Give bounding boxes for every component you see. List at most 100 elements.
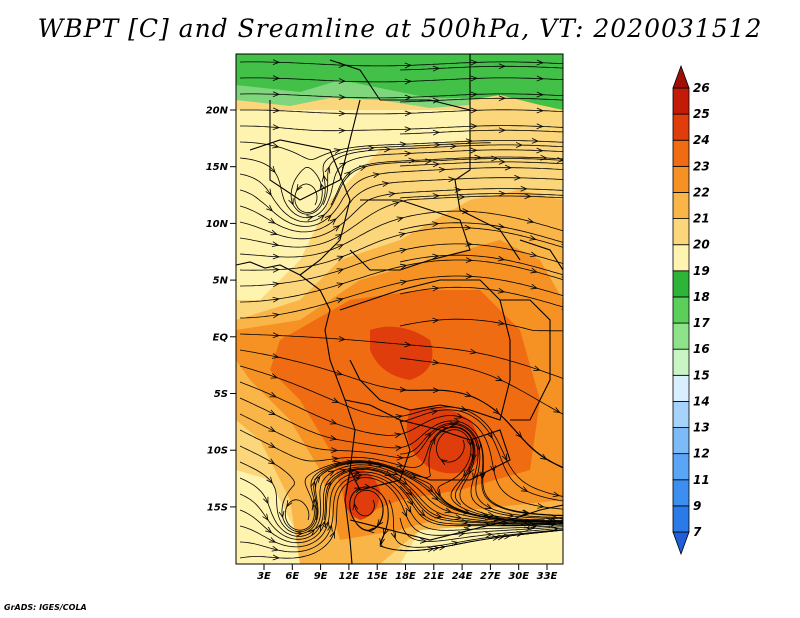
- streamline-arrow: [419, 538, 428, 544]
- streamline-15: [240, 259, 563, 303]
- streamline-28: [239, 468, 563, 544]
- colorbar-segment: [672, 479, 690, 507]
- streamline-arrow: [504, 164, 513, 171]
- streamline-arrow: [331, 456, 340, 462]
- streamline-arrow: [465, 273, 474, 280]
- wbpt-shading: [236, 54, 563, 564]
- streamline-arrow: [335, 369, 343, 376]
- streamline-arrow: [432, 97, 441, 104]
- streamline-arrow: [270, 229, 278, 236]
- coast-west-africa: [236, 261, 356, 564]
- streamline-49: [322, 144, 563, 206]
- streamline-arrow: [536, 123, 544, 130]
- streamline-12: [239, 210, 563, 258]
- colorbar-label: 14: [693, 394, 710, 408]
- streamline-59: [323, 467, 563, 525]
- streamline-arrow: [520, 486, 529, 492]
- streamline-arrow: [501, 453, 508, 462]
- streamline-26: [239, 464, 563, 537]
- streamline-arrow: [272, 59, 281, 65]
- streamline-arrow: [335, 233, 343, 240]
- streamline-arrow: [485, 514, 493, 521]
- streamline-arrow: [272, 253, 280, 260]
- streamline-arrow: [308, 528, 316, 536]
- lon-label: 18E: [395, 571, 416, 582]
- streamline-14: [240, 243, 563, 287]
- streamline-arrow: [268, 426, 276, 432]
- streamline-arrow: [336, 255, 345, 262]
- streamline-arrow: [449, 421, 457, 428]
- streamline-50: [330, 156, 563, 206]
- border-zambia: [399, 419, 511, 481]
- streamline-arrow: [396, 216, 405, 223]
- colorbar-segment: [672, 296, 690, 324]
- streamline-arrow: [404, 62, 412, 69]
- streamline-arrow: [394, 432, 402, 439]
- streamline-arrow: [338, 94, 346, 100]
- streamline-arrow: [396, 461, 404, 468]
- streamline-arrow: [530, 283, 538, 290]
- streamline-arrow: [399, 247, 408, 254]
- streamline-arrow: [399, 263, 408, 270]
- streamline-arrow: [440, 427, 449, 433]
- streamline-20: [239, 381, 563, 510]
- streamline-arrow: [470, 91, 478, 98]
- streamline-arrow: [404, 94, 412, 101]
- streamline-57: [284, 426, 475, 531]
- streamline-arrow: [398, 466, 406, 473]
- streamline-24: [239, 445, 521, 533]
- streamline-arrow: [540, 453, 548, 460]
- streamline-arrow: [432, 65, 441, 72]
- streamline-arrow: [462, 208, 470, 214]
- streamline-arrow: [540, 154, 548, 161]
- streamline-arrow: [266, 476, 273, 484]
- streamline-arrow: [311, 503, 318, 511]
- streamline-arrow: [537, 503, 545, 509]
- streamline-arrow: [372, 172, 381, 178]
- streamline-arrow: [333, 225, 341, 232]
- streamline-arrow: [530, 251, 538, 258]
- streamline-arrow: [536, 59, 544, 66]
- streamline-2: [240, 93, 563, 99]
- map-frame: [235, 53, 564, 565]
- streamline-1: [240, 77, 563, 83]
- streamline-arrow: [367, 459, 376, 466]
- border-south: [349, 504, 563, 541]
- streamline-arrow: [464, 224, 472, 231]
- streamline-32: [399, 65, 563, 71]
- streamline-arrow: [536, 147, 544, 154]
- streamline-arrow: [324, 520, 330, 529]
- border-nigeria: [249, 139, 351, 276]
- streamline-arrow: [324, 214, 332, 222]
- lon-label: 3E: [257, 571, 271, 582]
- streamline-arrow: [268, 458, 276, 465]
- streamline-arrow: [338, 62, 346, 68]
- streamline-arrow: [548, 521, 557, 528]
- streamline-arrow: [404, 110, 412, 117]
- streamline-arrow: [384, 470, 393, 477]
- chart-title: WBPT [C] and Sreamline at 500hPa, VT: 20…: [37, 14, 763, 43]
- streamline-5: [239, 140, 563, 161]
- streamline-16: [240, 275, 563, 319]
- lat-label: EQ: [213, 332, 229, 343]
- streamline-arrow: [470, 147, 478, 154]
- streamline-arrow: [485, 503, 493, 510]
- streamline-arrow: [536, 91, 544, 98]
- streamline-arrow: [432, 317, 440, 324]
- streamline-arrow: [268, 217, 276, 224]
- streamline-arrow: [430, 409, 439, 415]
- streamline-arrow: [383, 146, 392, 153]
- colorbar-segment: [672, 218, 690, 246]
- streamline-arrow: [521, 510, 530, 516]
- streamline-38: [399, 254, 563, 276]
- streamline-arrow: [272, 107, 281, 114]
- border-kenya: [519, 239, 563, 271]
- streamline-arrow: [331, 447, 339, 454]
- colorbar-label: 11: [693, 473, 710, 487]
- colorbar-segment: [672, 87, 690, 115]
- streamlines: [239, 59, 563, 561]
- streamline-arrow: [432, 161, 441, 168]
- streamline-arrow: [503, 533, 512, 540]
- streamline-arrow: [475, 443, 482, 452]
- lat-label: 10S: [207, 446, 228, 457]
